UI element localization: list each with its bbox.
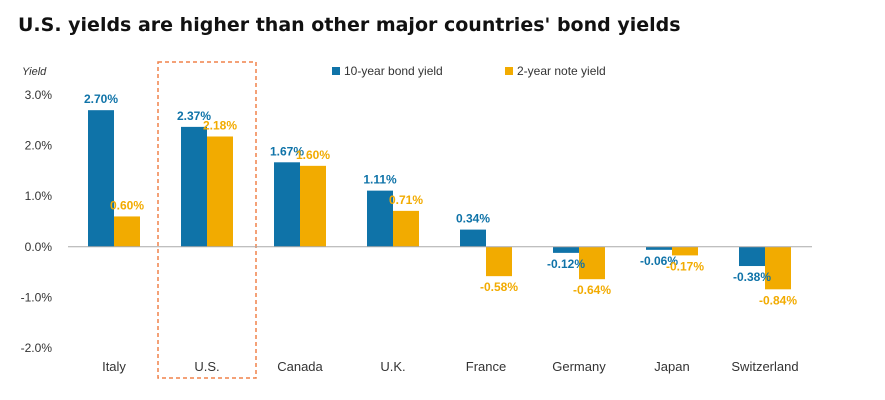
highlight-box-group <box>157 61 257 379</box>
data-label: 0.71% <box>389 193 423 207</box>
data-label: -0.06% <box>640 254 678 268</box>
bar-two-year-uk <box>393 210 419 247</box>
data-labels: 2.70% 0.60% 2.37%2.18% 1.67%1.60% 1.11% 0.71%… <box>84 92 797 307</box>
legend-swatch-0 <box>332 67 340 75</box>
bar-ten-year-japan <box>646 246 672 250</box>
bar-ten-year-italy <box>88 110 114 247</box>
data-label: -0.58% <box>480 280 518 294</box>
data-label: -0.38% <box>733 270 771 284</box>
y-axis-label: Yield <box>22 66 47 78</box>
bar-ten-year-switzerland <box>739 246 765 267</box>
bar-two-year-canada <box>300 165 326 247</box>
legend-swatch-1 <box>505 67 513 75</box>
y-tick-label: -2.0% <box>21 341 53 355</box>
bar-two-year-switzerland <box>765 246 791 290</box>
y-tick-label: 1.0% <box>25 189 53 203</box>
legend: 10-year bond yield 2-year note yield <box>332 64 606 78</box>
bar-two-year-france <box>486 246 512 277</box>
category-label: Switzerland <box>731 359 798 374</box>
bar-two-year-japan <box>672 246 698 256</box>
data-label: -0.64% <box>573 283 611 297</box>
y-tick-label: 2.0% <box>25 139 53 153</box>
bar-two-year-germany <box>579 246 605 280</box>
bar-ten-year-france <box>460 229 486 247</box>
category-label: France <box>466 359 506 374</box>
data-label: 0.60% <box>110 198 144 212</box>
category-label: U.S. <box>194 359 219 374</box>
legend-label-0: 10-year bond yield <box>344 64 443 78</box>
bars <box>88 110 791 290</box>
data-label: 2.18% <box>203 118 237 132</box>
data-label: 1.67% <box>270 144 304 158</box>
data-label: 2.37% <box>177 109 211 123</box>
y-tick-label: 0.0% <box>25 240 53 254</box>
data-label: -0.12% <box>547 257 585 271</box>
category-label: Italy <box>102 359 126 374</box>
y-tick-label: -1.0% <box>21 290 53 304</box>
data-label: -0.84% <box>759 293 797 307</box>
category-label: Japan <box>654 359 689 374</box>
bar-ten-year-germany <box>553 246 579 253</box>
highlight-box <box>157 61 257 379</box>
category-label: Canada <box>277 359 323 374</box>
chart-title: U.S. yields are higher than other major … <box>18 14 681 36</box>
data-label: 2.70% <box>84 92 118 106</box>
bar-two-year-italy <box>114 216 140 247</box>
bar-ten-year-us <box>181 126 207 247</box>
data-label: -0.17% <box>666 259 704 273</box>
bar-two-year-us <box>207 136 233 247</box>
bar-ten-year-canada <box>274 162 300 247</box>
y-tick-label: 3.0% <box>25 88 53 102</box>
legend-label-1: 2-year note yield <box>517 64 606 78</box>
category-labels: Italy U.S. Canada U.K. France Germany Japan Swi… <box>102 359 799 374</box>
data-label: 1.60% <box>296 148 330 162</box>
bar-ten-year-uk <box>367 190 393 247</box>
category-label: Germany <box>552 359 606 374</box>
data-label: 1.11% <box>363 173 397 187</box>
y-axis-ticks: 3.0% 2.0% 1.0% 0.0% -1.0% -2.0% <box>21 88 53 355</box>
data-label: 0.34% <box>456 212 490 226</box>
category-label: U.K. <box>380 359 405 374</box>
